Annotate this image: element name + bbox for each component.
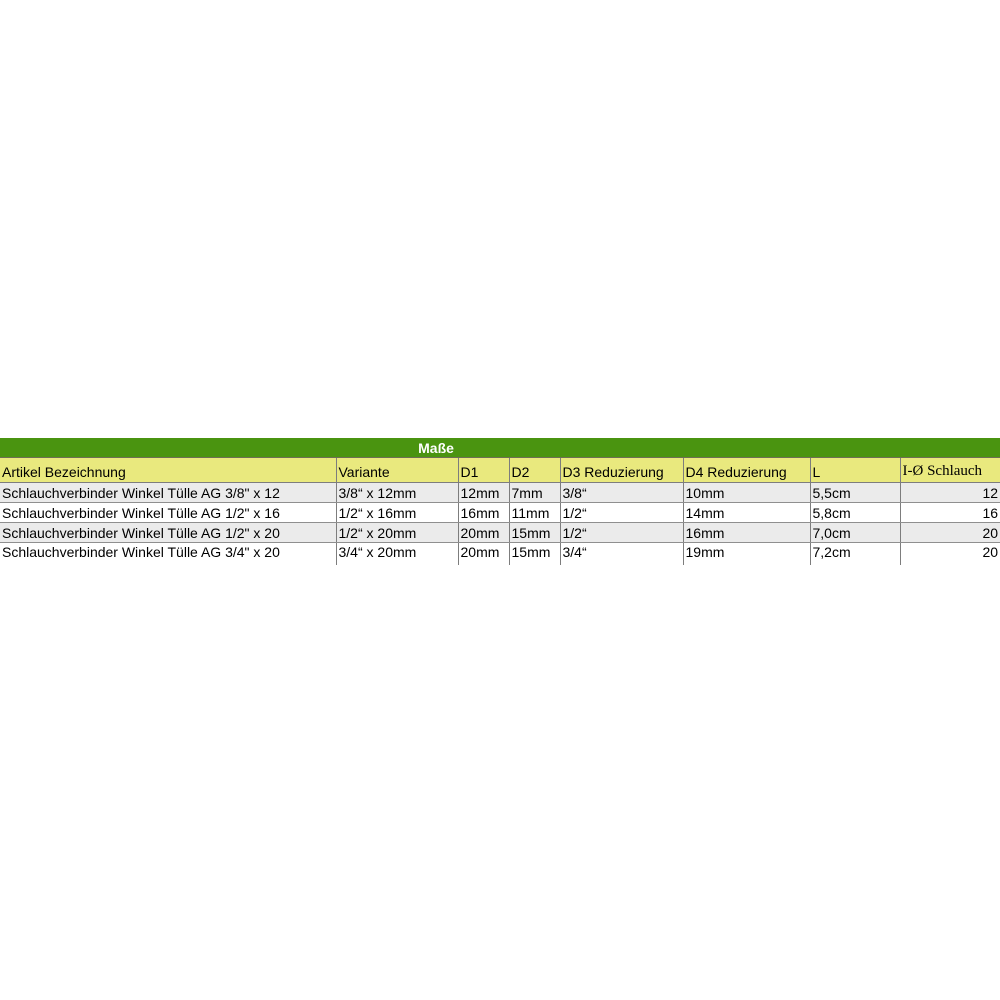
table-row: Schlauchverbinder Winkel Tülle AG 3/8" x… (0, 482, 1000, 503)
table-cell: 1/2“ (559, 502, 683, 523)
column-header-2: D1 (457, 457, 509, 483)
table-cell: 3/4“ (559, 542, 683, 565)
column-header-5: D4 Reduzierung (682, 457, 810, 483)
column-header-3: D2 (508, 457, 560, 483)
table-cell: 15mm (508, 542, 560, 565)
table-cell: 20mm (457, 522, 509, 543)
column-header-7: I-Ø Schlauch (899, 457, 1000, 483)
table-row: Schlauchverbinder Winkel Tülle AG 1/2" x… (0, 502, 1000, 523)
table-cell: Schlauchverbinder Winkel Tülle AG 3/4" x… (0, 542, 336, 565)
table-title-label: Maße (418, 439, 454, 456)
table-cell: 12mm (457, 482, 509, 503)
table-cell: 7mm (508, 482, 560, 503)
table-cell: 14mm (682, 502, 810, 523)
column-header-1: Variante (335, 457, 458, 483)
table-row: Schlauchverbinder Winkel Tülle AG 1/2" x… (0, 522, 1000, 543)
table-cell: 7,2cm (809, 542, 900, 565)
table-cell: 20 (899, 542, 1000, 565)
column-header-0: Artikel Bezeichnung (0, 457, 336, 483)
table-row: Schlauchverbinder Winkel Tülle AG 3/4" x… (0, 542, 1000, 565)
table-cell: 5,8cm (809, 502, 900, 523)
table-cell: 20mm (457, 542, 509, 565)
table-cell: 15mm (508, 522, 560, 543)
table-cell: 10mm (682, 482, 810, 503)
table-cell: 1/2“ x 16mm (335, 502, 458, 523)
table-title: Maße (0, 438, 1000, 458)
column-header-6: L (809, 457, 900, 483)
masse-table-section: Maße Artikel Bezeichnung Variante D1 D2 D3 R… (0, 438, 1000, 565)
table-cell: 1/2“ (559, 522, 683, 543)
table-cell: Schlauchverbinder Winkel Tülle AG 1/2" x… (0, 502, 336, 523)
table-cell: 16mm (682, 522, 810, 543)
column-header-4: D3 Reduzierung (559, 457, 683, 483)
table-cell: 5,5cm (809, 482, 900, 503)
table-title-row: Maße (0, 438, 1000, 458)
table-cell: 3/8“ x 12mm (335, 482, 458, 503)
table-cell: 1/2“ x 20mm (335, 522, 458, 543)
table-cell: 16mm (457, 502, 509, 523)
table-cell: 11mm (508, 502, 560, 523)
table-cell: 16 (899, 502, 1000, 523)
table-header-row: Artikel Bezeichnung Variante D1 D2 D3 Reduzi… (0, 457, 1000, 483)
table-cell: 3/4“ x 20mm (335, 542, 458, 565)
dimensions-table: Maße Artikel Bezeichnung Variante D1 D2 D3 R… (0, 438, 1000, 565)
table-cell: 7,0cm (809, 522, 900, 543)
table-cell: 20 (899, 522, 1000, 543)
table-cell: Schlauchverbinder Winkel Tülle AG 3/8" x… (0, 482, 336, 503)
table-cell: 3/8“ (559, 482, 683, 503)
table-cell: 12 (899, 482, 1000, 503)
table-body: Schlauchverbinder Winkel Tülle AG 3/8" x… (0, 482, 1000, 565)
table-cell: 19mm (682, 542, 810, 565)
table-cell: Schlauchverbinder Winkel Tülle AG 1/2" x… (0, 522, 336, 543)
